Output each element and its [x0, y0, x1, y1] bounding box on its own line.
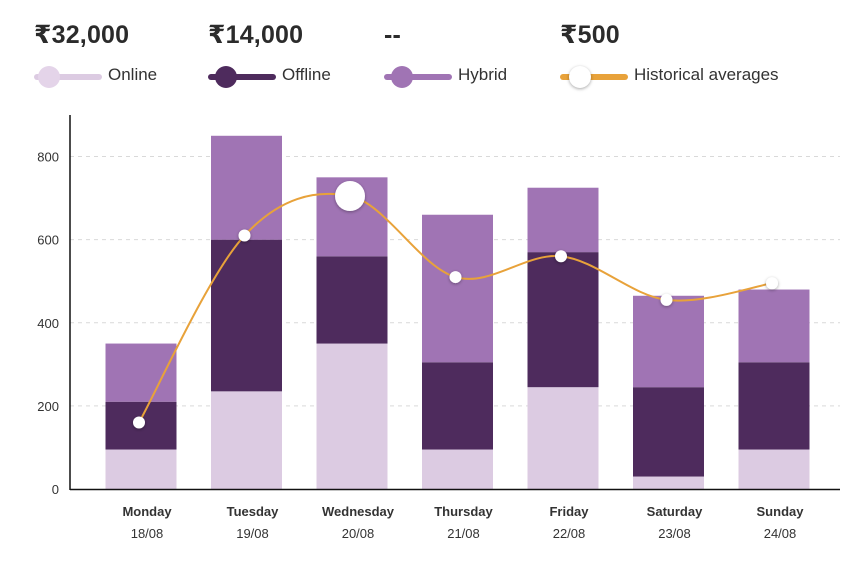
bar-segment-online [739, 450, 810, 489]
y-tick-label: 600 [37, 233, 59, 248]
x-tick-label-date: 22/08 [553, 526, 586, 541]
x-tick-label-day: Friday [549, 504, 589, 519]
bar-segment-offline [528, 252, 599, 387]
x-tick-label-day: Monday [122, 504, 172, 519]
x-tick-label-day: Sunday [757, 504, 805, 519]
bar-segment-hybrid [633, 296, 704, 387]
bar-segment-online [528, 387, 599, 489]
y-tick-label: 800 [37, 150, 59, 165]
bar-segment-online [211, 391, 282, 489]
bar-segment-hybrid [528, 188, 599, 252]
historical-average-point [133, 417, 145, 429]
bar-segment-online [317, 344, 388, 489]
x-tick-label-day: Saturday [647, 504, 703, 519]
historical-average-point [555, 250, 567, 262]
bar-segment-online [106, 450, 177, 489]
historical-average-point [239, 230, 251, 242]
historical-average-point [335, 181, 365, 211]
historical-average-point [661, 294, 673, 306]
bar-segment-offline [422, 362, 493, 449]
x-tick-label-day: Thursday [434, 504, 493, 519]
historical-average-point [766, 277, 778, 289]
y-tick-label: 400 [37, 316, 59, 331]
bar-segment-hybrid [739, 290, 810, 363]
historical-average-point [450, 271, 462, 283]
bar-segment-offline [317, 256, 388, 343]
bar-segment-online [633, 477, 704, 489]
x-tick-label-day: Tuesday [227, 504, 280, 519]
bar-segment-offline [739, 362, 810, 449]
bar-segment-hybrid [106, 344, 177, 402]
y-tick-label: 0 [52, 482, 59, 497]
bar-segment-offline [633, 387, 704, 476]
x-tick-label-date: 24/08 [764, 526, 797, 541]
x-tick-label-day: Wednesday [322, 504, 395, 519]
x-tick-label-date: 21/08 [447, 526, 480, 541]
y-tick-label: 200 [37, 399, 59, 414]
x-tick-label-date: 20/08 [342, 526, 375, 541]
bar-segment-hybrid [422, 215, 493, 363]
bar-segment-online [422, 450, 493, 489]
x-tick-label-date: 19/08 [236, 526, 269, 541]
bar-segment-offline [211, 240, 282, 392]
x-tick-label-date: 18/08 [131, 526, 164, 541]
x-tick-label-date: 23/08 [658, 526, 691, 541]
bar-segment-hybrid [211, 136, 282, 240]
